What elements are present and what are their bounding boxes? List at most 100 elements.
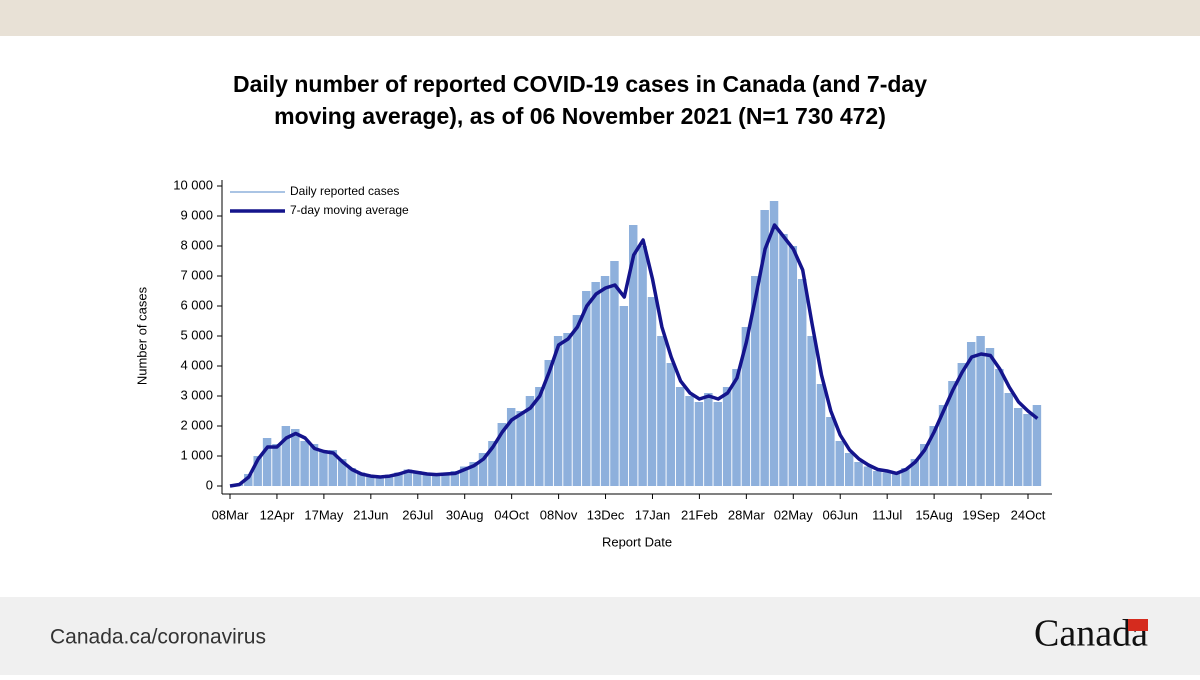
bar <box>337 459 347 486</box>
bar <box>403 469 413 486</box>
bar <box>1004 393 1013 486</box>
bar <box>1023 414 1032 486</box>
bar <box>375 477 384 486</box>
bar <box>816 384 826 486</box>
bar <box>619 306 629 486</box>
bar <box>309 444 319 486</box>
bar <box>891 474 901 486</box>
x-tick-label: 13Dec <box>587 507 625 522</box>
x-tick-label: 15Aug <box>915 507 953 522</box>
bar <box>704 393 713 486</box>
bar <box>694 402 704 486</box>
bar <box>807 336 816 486</box>
bar <box>835 441 844 486</box>
x-tick-label: 11Jul <box>872 507 902 522</box>
bar <box>544 360 553 486</box>
bar <box>751 276 760 486</box>
bar <box>788 246 798 486</box>
bar <box>441 472 450 486</box>
bar <box>638 246 647 486</box>
flag-icon <box>1128 619 1148 631</box>
bar <box>722 387 732 486</box>
bar <box>366 475 375 486</box>
bar <box>394 472 403 486</box>
bar <box>863 466 873 486</box>
bar <box>488 441 497 486</box>
bar <box>657 336 666 486</box>
bar <box>797 279 807 486</box>
y-tick-label: 3 000 <box>180 387 213 402</box>
bar <box>516 411 525 486</box>
legend-label: 7-day moving average <box>290 203 409 217</box>
y-tick-label: 9 000 <box>180 207 213 222</box>
bar <box>713 402 722 486</box>
bar <box>854 462 863 486</box>
bar <box>882 472 891 486</box>
bar <box>929 426 938 486</box>
bar <box>741 327 751 486</box>
y-tick-label: 1 000 <box>180 447 213 462</box>
bar <box>675 387 685 486</box>
bar <box>948 381 957 486</box>
bar <box>319 450 328 486</box>
footer-band <box>0 597 1200 675</box>
bar <box>1032 405 1042 486</box>
bar <box>563 333 572 486</box>
x-tick-label: 17May <box>304 507 344 522</box>
bar <box>600 276 610 486</box>
y-axis-label: Number of cases <box>134 286 149 385</box>
moving-average-line <box>229 223 1039 488</box>
bar <box>328 450 338 486</box>
bar <box>281 426 291 486</box>
bar <box>901 468 910 486</box>
bar <box>629 225 638 486</box>
bar <box>760 210 769 486</box>
bar <box>413 471 422 486</box>
y-tick-label: 0 <box>206 477 213 492</box>
y-tick-label: 7 000 <box>180 267 213 282</box>
x-tick-label: 21Feb <box>681 507 718 522</box>
bar <box>262 438 272 486</box>
bar <box>356 472 366 486</box>
x-tick-label: 04Oct <box>494 507 529 522</box>
x-tick-label: 26Jul <box>402 507 433 522</box>
bar <box>460 466 469 486</box>
bar <box>506 408 516 486</box>
bar <box>873 471 882 486</box>
y-tick-label: 10 000 <box>173 177 213 192</box>
bar <box>1013 408 1023 486</box>
bar <box>422 472 431 486</box>
x-tick-label: 19Sep <box>962 507 1000 522</box>
chart-title: Daily number of reported COVID-19 cases … <box>233 71 927 97</box>
bar <box>779 234 788 486</box>
bar <box>910 459 920 486</box>
y-tick-label: 6 000 <box>180 297 213 312</box>
x-tick-label: 08Mar <box>212 507 250 522</box>
legend-label: Daily reported cases <box>290 184 399 198</box>
bar <box>610 261 619 486</box>
bar <box>347 468 356 486</box>
x-tick-label: 02May <box>774 507 814 522</box>
bar <box>985 348 995 486</box>
bar <box>384 474 394 486</box>
bar <box>826 417 835 486</box>
y-tick-label: 5 000 <box>180 327 213 342</box>
bar <box>525 396 535 486</box>
plot: 0 1 000 2 000 3 000 4 000 5 000 6 000 7 000 8 00… <box>173 177 1052 522</box>
bar <box>769 201 779 486</box>
bar <box>582 291 591 486</box>
bar <box>244 474 253 486</box>
x-tick-label: 28Mar <box>728 507 766 522</box>
y-tick-label: 2 000 <box>180 417 213 432</box>
bar <box>957 363 967 486</box>
bar <box>666 363 676 486</box>
bar <box>272 444 281 486</box>
bar <box>450 471 460 486</box>
bar <box>478 453 488 486</box>
x-tick-label: 12Apr <box>260 507 295 522</box>
chart-subtitle: moving average), as of 06 November 2021 … <box>274 103 886 129</box>
bar <box>572 315 582 486</box>
bar <box>995 369 1004 486</box>
x-tick-label: 06Jun <box>823 507 858 522</box>
bar <box>431 474 441 486</box>
